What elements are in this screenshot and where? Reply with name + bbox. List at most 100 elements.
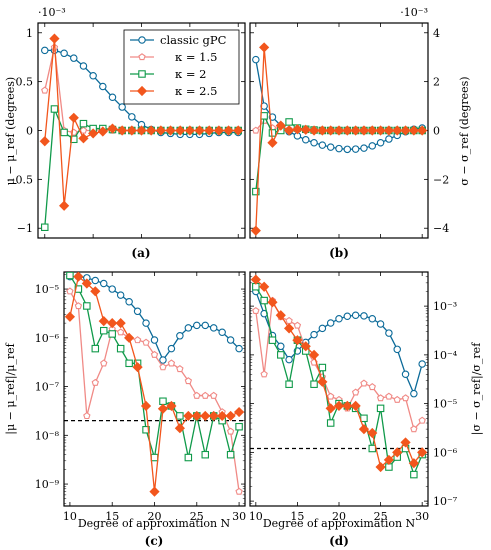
panel-d-series-kappa-2-5-point (292, 335, 303, 346)
panel-c-x-axis: 10 15 20 25 30 (63, 272, 246, 523)
panel-d-series-kappa-1-5-point (293, 321, 302, 329)
panel-a-series-classic-gpc-point (70, 54, 78, 62)
panel-c-series-kappa-2-5-point (132, 362, 143, 373)
panel-a-series-classic-gpc-point (60, 49, 68, 58)
legend-label-kappa-1-5: κ = 1.5 (175, 50, 217, 64)
panel-a-series-classic-gpc-point (41, 46, 49, 55)
panel-c-series-classic-gpc-point (125, 297, 133, 306)
panel-c-series-kappa-2-5-point (149, 486, 160, 497)
panel-d-x-tick-label: 10 (249, 510, 263, 523)
panel-b-series-kappa-2-5-point (267, 137, 278, 148)
panel-d-series-kappa-2-5-point (283, 323, 295, 334)
panel-c-series-kappa-1-5-point (184, 377, 193, 385)
panel-c-frame (63, 271, 246, 507)
panel-b-series-kappa-2-point (268, 129, 277, 137)
panel-d-series-classic-gpc-point (418, 360, 426, 368)
panel-c-series-classic-gpc-point (142, 319, 150, 327)
panel-b-x-axis (255, 23, 423, 238)
panel-b-series-kappa-2-5-point (400, 125, 411, 136)
panel-c-series-kappa-2-5-point (183, 410, 194, 422)
panel-a-exponent: ·10⁻³ (38, 6, 66, 19)
panel-b-series-classic-gpc-point (335, 144, 343, 153)
panel-c-series-kappa-2-point (108, 330, 116, 338)
panel-d-series-kappa-2-point (285, 380, 293, 388)
panel-d-series-kappa-2-point (326, 419, 335, 427)
panel-c-series-kappa-1-5-point (176, 365, 184, 373)
legend-label-kappa-2-5: κ = 2.5 (175, 84, 217, 98)
panel-d-series-kappa-2-5-point (259, 281, 270, 292)
legend-marker-kappa-1-5 (138, 53, 146, 61)
panel-b-series-kappa-2-point (260, 112, 268, 120)
panel-d-series-kappa-2-5-point (342, 400, 353, 411)
panel-b-series-kappa-2-5-point (317, 125, 328, 136)
panel-b-y-axis: −4 −2 0 2 4 (250, 27, 449, 235)
panel-d-series-classic-gpc-point (351, 311, 360, 319)
panel-d-series-classic-gpc-point (326, 319, 335, 327)
panel-c-series-kappa-2-5-point (98, 316, 109, 327)
panel-d-series-kappa-2-5-point (308, 349, 320, 360)
panel-c-series-kappa-2-point (184, 453, 193, 462)
panel-a-series-kappa-2-5-point (233, 125, 244, 136)
panel-c-series-kappa-1-5-point (193, 391, 201, 399)
panel-c-x-tick-label: 15 (105, 510, 119, 523)
panel-c-series-kappa-2-point (91, 344, 100, 353)
panel-d-series-classic-gpc-point (385, 329, 393, 337)
panel-c-series-classic-gpc-point (91, 276, 100, 285)
panel-d-series-kappa-2-point (310, 380, 318, 388)
panel-d-series-kappa-1-5-point (326, 392, 335, 400)
panel-a-caption: (a) (131, 246, 150, 260)
panel-c-series-kappa-2-point (150, 453, 159, 462)
panel-c-series-classic-gpc-point (108, 285, 116, 293)
panel-a-series-kappa-2-5-point (146, 125, 157, 136)
panel-b-series-classic-gpc-point (343, 145, 352, 154)
panel-d-x-label: Degree of approximation N (263, 517, 416, 530)
panel-a-y-tick-label: 1 (26, 27, 33, 40)
panel-a-series-classic-gpc-point (118, 103, 126, 111)
panel-d-x-tick-label: 20 (332, 510, 346, 523)
panel-c-series-kappa-2-point (116, 344, 125, 353)
panel-d-series-kappa-2-5-point (350, 400, 361, 411)
panel-a-series-kappa-2-5-point (204, 125, 215, 136)
panel-c-series-kappa-2-5-point (208, 410, 219, 422)
panel-d-series-kappa-1-5-point (368, 383, 376, 391)
panel-d-series-kappa-2-point (410, 470, 418, 479)
panel-c-y-tick-label: 10⁻⁹ (35, 478, 60, 491)
panel-c-series-classic-gpc-point (218, 328, 226, 337)
legend-label-classic-gpc: classic gPC (160, 33, 227, 47)
panel-d-series-kappa-1-5-point (351, 388, 360, 396)
panel-b-series-kappa-2-5-point (292, 124, 303, 135)
panel-a-y-axis: −1 −0.5 0 0.5 1 (6, 27, 245, 235)
panel-d-series-classic-gpc-point (368, 315, 377, 323)
panel-a-series-classic-gpc-point (99, 82, 107, 91)
panel-b-series-classic-gpc-point (360, 144, 368, 152)
panel-c-series-kappa-1-5-point (83, 412, 91, 420)
panel-d-series-classic-gpc-point (393, 345, 401, 354)
panel-c-series-kappa-2-point (100, 326, 108, 335)
panel-d-series-classic-gpc-point (410, 389, 418, 398)
panel-d-y-tick-label: 10⁻⁴ (433, 349, 458, 362)
panel-c-series-classic-gpc-point (201, 321, 209, 330)
panel-c-series-kappa-2-5-point (191, 410, 202, 422)
panel-a-series-kappa-2-5-point (117, 125, 128, 136)
panel-c-x-tick-label: 25 (190, 510, 204, 523)
legend-label-kappa-2: κ = 2 (175, 67, 206, 81)
panel-d-series-kappa-1-5-point (360, 379, 368, 387)
panel-c-series-kappa-2-5-point (73, 272, 84, 282)
panel-c-series-classic-gpc-point (100, 279, 108, 288)
panel-d-series-kappa-1-5-point (252, 306, 260, 314)
panel-d-y-tick-label: 10⁻⁵ (433, 398, 457, 411)
panel-c-series-kappa-2-point (66, 272, 74, 280)
panel-d-x-tick-label: 30 (415, 510, 429, 523)
panel-c-series-kappa-1-5-point (210, 391, 218, 399)
panel-c-series-kappa-1-5-point (201, 391, 209, 399)
panel-c-series-classic-gpc-point (235, 344, 243, 353)
panel-a-series-kappa-2-5-point (194, 125, 205, 136)
panel-b-series-kappa-2-5-point (367, 125, 378, 136)
panel-c-series-kappa-2-5-point (124, 332, 135, 343)
panel-d-plot-area (250, 274, 428, 479)
panel-d-series-kappa-2-5-line (255, 279, 423, 468)
panel-d-series-classic-gpc-point (401, 370, 410, 379)
panel-c-series-classic-gpc-point (150, 336, 159, 344)
panel-b-series-kappa-2-5-point (408, 125, 419, 136)
